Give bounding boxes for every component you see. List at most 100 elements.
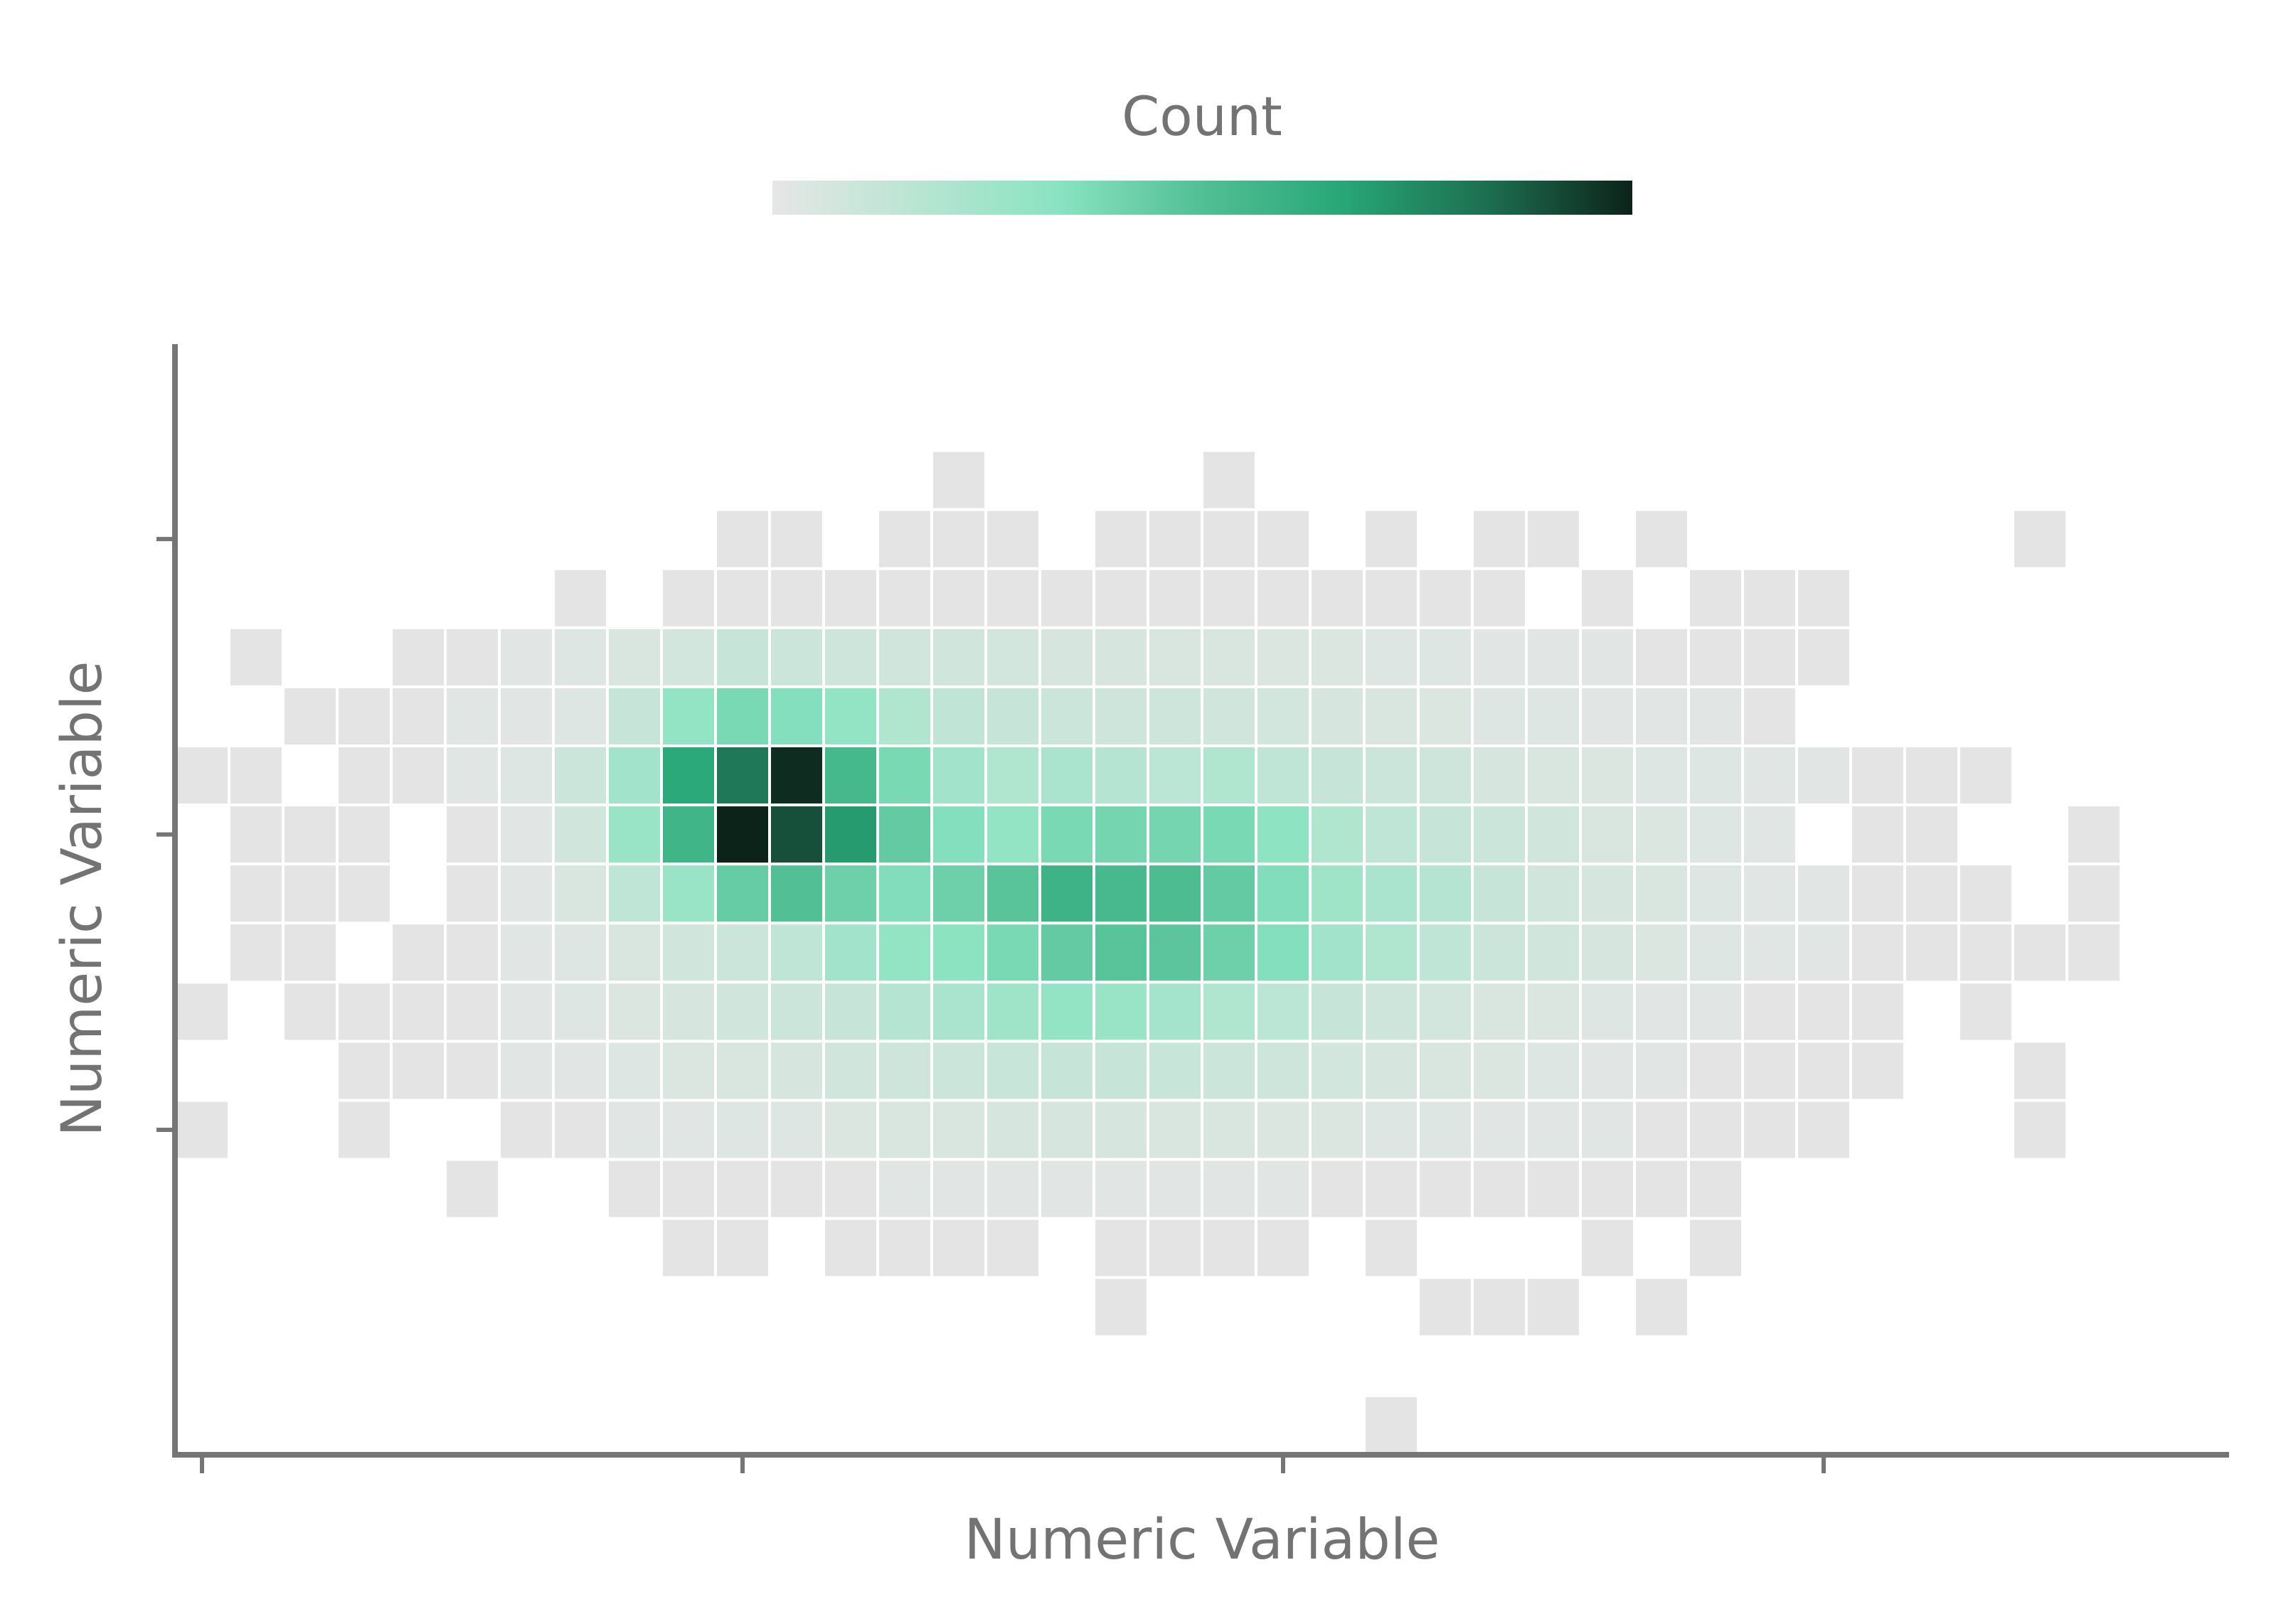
heatmap-cell: [1420, 865, 1471, 922]
heatmap-cell: [1149, 570, 1201, 626]
heatmap-cell: [230, 806, 282, 863]
heatmap-cell: [1257, 570, 1309, 626]
heatmap-cell: [501, 747, 552, 804]
heatmap-cell: [1420, 1042, 1471, 1099]
heatmap-cell: [1744, 806, 1795, 863]
heatmap-cell: [2068, 865, 2120, 922]
heatmap-cell: [987, 865, 1038, 922]
heatmap-cell: [1528, 1101, 1579, 1158]
heatmap-cells: [176, 452, 2120, 1453]
heatmap-cell: [879, 1160, 930, 1217]
heatmap-cell: [447, 806, 498, 863]
heatmap-cell: [1095, 511, 1147, 567]
heatmap-cell: [1798, 865, 1849, 922]
heatmap-cell: [987, 1101, 1038, 1158]
heatmap-cell: [1636, 747, 1687, 804]
heatmap-cell: [1798, 924, 1849, 981]
heatmap-cell: [1203, 511, 1255, 567]
heatmap-cell: [1095, 1101, 1147, 1158]
heatmap-cell: [230, 865, 282, 922]
heatmap-cell: [663, 747, 714, 804]
heatmap-cell: [1257, 747, 1309, 804]
heatmap-cell: [2068, 924, 2120, 981]
heatmap-cell: [1582, 1160, 1633, 1217]
heatmap-cell: [1690, 688, 1741, 744]
heatmap-cell: [1420, 1101, 1471, 1158]
heatmap-cell: [825, 1219, 876, 1276]
heatmap-cell: [771, 629, 822, 685]
heatmap-cell: [771, 924, 822, 981]
heatmap-cell: [1960, 983, 2011, 1040]
heatmap-cell: [1744, 983, 1795, 1040]
heatmap-cell: [1744, 629, 1795, 685]
heatmap-cell: [933, 1042, 984, 1099]
heatmap-cell: [1690, 924, 1741, 981]
heatmap-cell: [1095, 865, 1147, 922]
heatmap-cell: [1528, 511, 1579, 567]
heatmap-cell: [1744, 570, 1795, 626]
heatmap-cell: [717, 1160, 768, 1217]
heatmap-cell: [987, 570, 1038, 626]
heatmap-cell: [1041, 570, 1092, 626]
heatmap-cell: [1149, 806, 1201, 863]
heatmap-cell: [1149, 983, 1201, 1040]
heatmap-cell: [1149, 629, 1201, 685]
heatmap-cell: [879, 865, 930, 922]
heatmap-cell: [1690, 983, 1741, 1040]
heatmap-cell: [1257, 511, 1309, 567]
heatmap-cell: [1420, 688, 1471, 744]
heatmap-cell: [1149, 747, 1201, 804]
heatmap-cell: [1366, 1160, 1417, 1217]
heatmap-cell: [933, 511, 984, 567]
heatmap-cell: [1420, 1278, 1471, 1335]
heatmap-cell: [771, 865, 822, 922]
heatmap-cell: [1582, 1219, 1633, 1276]
heatmap-cell: [1041, 688, 1092, 744]
heatmap-cell: [609, 983, 660, 1040]
heatmap-cell: [1041, 629, 1092, 685]
heatmap-cell: [825, 924, 876, 981]
heatmap-cell: [1420, 629, 1471, 685]
heatmap-cell: [555, 1042, 606, 1099]
heatmap-cell: [1257, 924, 1309, 981]
heatmap-cell: [284, 983, 336, 1040]
heatmap-cell: [501, 806, 552, 863]
heatmap-cell: [393, 747, 444, 804]
heatmap-cell: [1636, 983, 1687, 1040]
heatmap-cell: [771, 1160, 822, 1217]
heatmap-cell: [501, 924, 552, 981]
heatmap-cell: [1203, 806, 1255, 863]
heatmap-cell: [1582, 1101, 1633, 1158]
heatmap-cell: [771, 806, 822, 863]
heatmap-cell: [1149, 1042, 1201, 1099]
heatmap-cell: [663, 1101, 714, 1158]
heatmap-cell: [1312, 1160, 1363, 1217]
heatmap-cell: [1690, 1219, 1741, 1276]
heatmap-cell: [1906, 865, 1957, 922]
heatmap-cell: [1852, 865, 1903, 922]
heatmap-cell: [609, 747, 660, 804]
heatmap-cell: [1203, 865, 1255, 922]
heatmap-cell: [1906, 806, 1957, 863]
heatmap-cell: [933, 865, 984, 922]
heatmap-cell: [771, 511, 822, 567]
heatmap-cell: [339, 865, 390, 922]
heatmap-cell: [825, 1160, 876, 1217]
heatmap-cell: [987, 1160, 1038, 1217]
heatmap-cell: [1636, 1160, 1687, 1217]
heatmap-cell: [1582, 806, 1633, 863]
heatmap-cell: [1366, 983, 1417, 1040]
heatmap-cell: [1041, 1160, 1092, 1217]
heatmap-cell: [1474, 629, 1525, 685]
heatmap-cell: [230, 629, 282, 685]
heatmap-cell: [1420, 924, 1471, 981]
heatmap-cell: [879, 570, 930, 626]
heatmap-cell: [987, 1219, 1038, 1276]
heatmap-cell: [1095, 806, 1147, 863]
heatmap-cell: [1690, 1160, 1741, 1217]
heatmap-cell: [933, 1160, 984, 1217]
heatmap-cell: [501, 1101, 552, 1158]
heatmap-cell: [933, 570, 984, 626]
heatmap-cell: [1960, 747, 2011, 804]
heatmap-cell: [1474, 688, 1525, 744]
